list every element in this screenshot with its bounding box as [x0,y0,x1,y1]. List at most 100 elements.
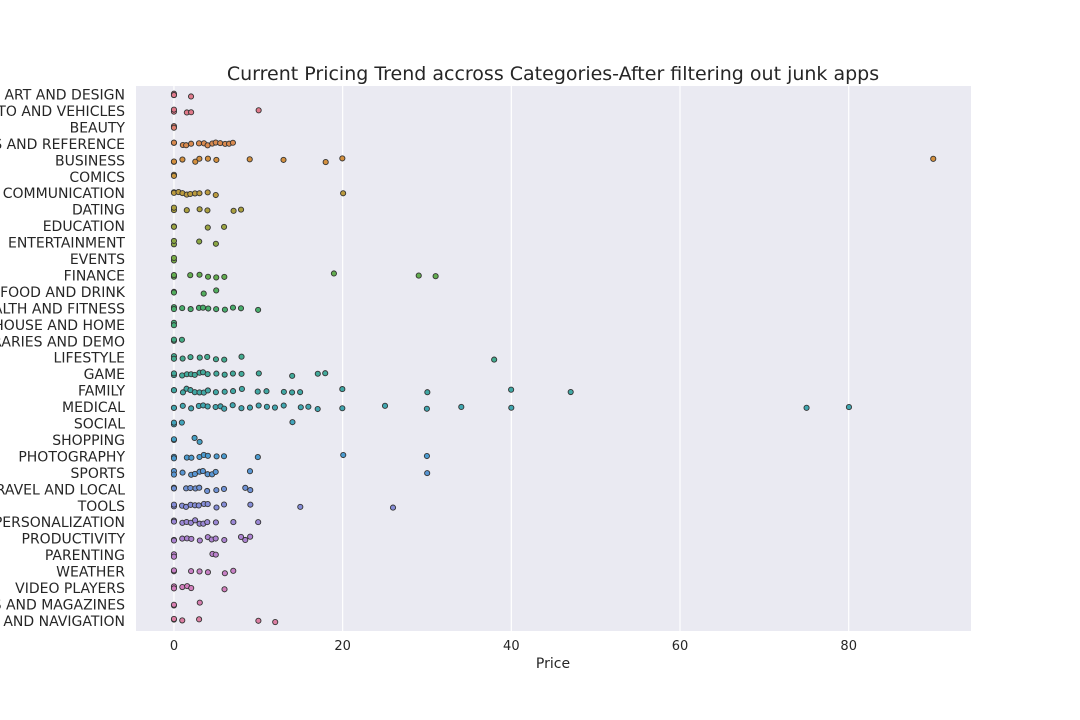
data-point [178,419,185,426]
data-point [221,223,228,230]
data-point [196,238,203,245]
category-label: HOUSE AND HOME [0,318,125,334]
category-label: WEATHER [56,565,125,581]
category-label: ENTERTAINMENT [8,236,125,252]
category-label: COMMUNICATION [3,186,125,202]
data-point [196,206,203,213]
data-point [188,109,195,116]
data-point [213,370,220,377]
data-point [204,371,211,378]
data-point [204,569,211,576]
data-point [229,402,236,409]
data-point [170,585,178,592]
data-point [204,487,211,495]
category-label: BOOKS AND REFERENCE [0,137,125,153]
data-point [330,270,337,277]
data-point [424,470,431,477]
data-point [183,207,190,214]
data-point [247,501,254,508]
data-point [212,356,220,363]
data-point [195,140,203,147]
data-point [170,124,178,131]
data-point [221,405,228,412]
data-point [188,535,195,542]
data-point [188,140,195,147]
data-point [322,159,329,166]
data-point [424,389,431,396]
chart-title: Current Pricing Trend accross Categories… [227,63,879,85]
data-point [196,616,203,623]
data-point [204,353,211,361]
category-label: SPORTS [71,466,126,482]
category-label: LIBRARIES AND DEMO [0,334,125,350]
data-point [255,107,262,114]
data-point [170,485,178,492]
data-point [238,370,245,377]
data-point [423,405,430,412]
data-point [213,306,220,313]
data-point [170,370,178,377]
data-point [204,207,211,214]
category-label: AUTO AND VEHICLES [0,104,125,120]
data-point [191,371,198,378]
category-label: BEAUTY [70,120,126,136]
data-point [170,419,178,426]
data-point [212,468,219,475]
category-label: PRODUCTIVITY [22,532,126,548]
data-point [458,403,465,410]
data-point [247,487,254,494]
data-point [196,438,203,445]
data-point [221,273,228,280]
data-point [212,240,219,247]
data-point [196,484,203,491]
category-labels: ART AND DESIGNAUTO AND VEHICLESBEAUTYBOO… [0,88,126,630]
data-point [221,536,228,544]
x-tick-label: 0 [170,639,178,654]
data-point [289,389,296,396]
data-point [170,158,178,165]
data-point [213,156,220,163]
data-point [170,223,178,230]
data-point [221,371,228,378]
data-point [280,402,287,409]
data-point [237,533,245,540]
data-point [204,273,212,280]
data-point [204,519,211,526]
data-point [339,386,346,393]
data-point [263,403,270,410]
x-axis-label: Price [536,656,570,672]
data-point [170,355,178,362]
data-point [191,434,198,442]
data-point [220,485,228,492]
data-point [178,336,185,343]
category-label: LIFESTYLE [54,351,125,367]
data-point [204,387,211,394]
data-point [195,502,202,509]
data-point [170,537,178,544]
data-point [179,389,187,396]
data-point [322,370,329,377]
data-point [242,484,249,491]
data-point [196,354,203,361]
data-point [254,388,261,395]
data-point [212,389,219,396]
category-label: TOOLS [77,499,125,515]
data-point [213,287,220,294]
data-point [289,419,296,426]
data-point [238,385,245,392]
data-point [297,389,304,396]
data-point [229,139,236,146]
data-point [212,519,219,526]
data-point [170,455,178,462]
data-point [238,405,245,412]
data-point [280,156,287,163]
data-point [188,405,195,412]
data-point [247,533,254,540]
data-point [199,304,207,311]
data-point [170,387,178,394]
category-label: ART AND DESIGN [4,88,125,104]
data-point [242,536,249,544]
data-point [170,518,178,525]
data-point [221,388,228,395]
